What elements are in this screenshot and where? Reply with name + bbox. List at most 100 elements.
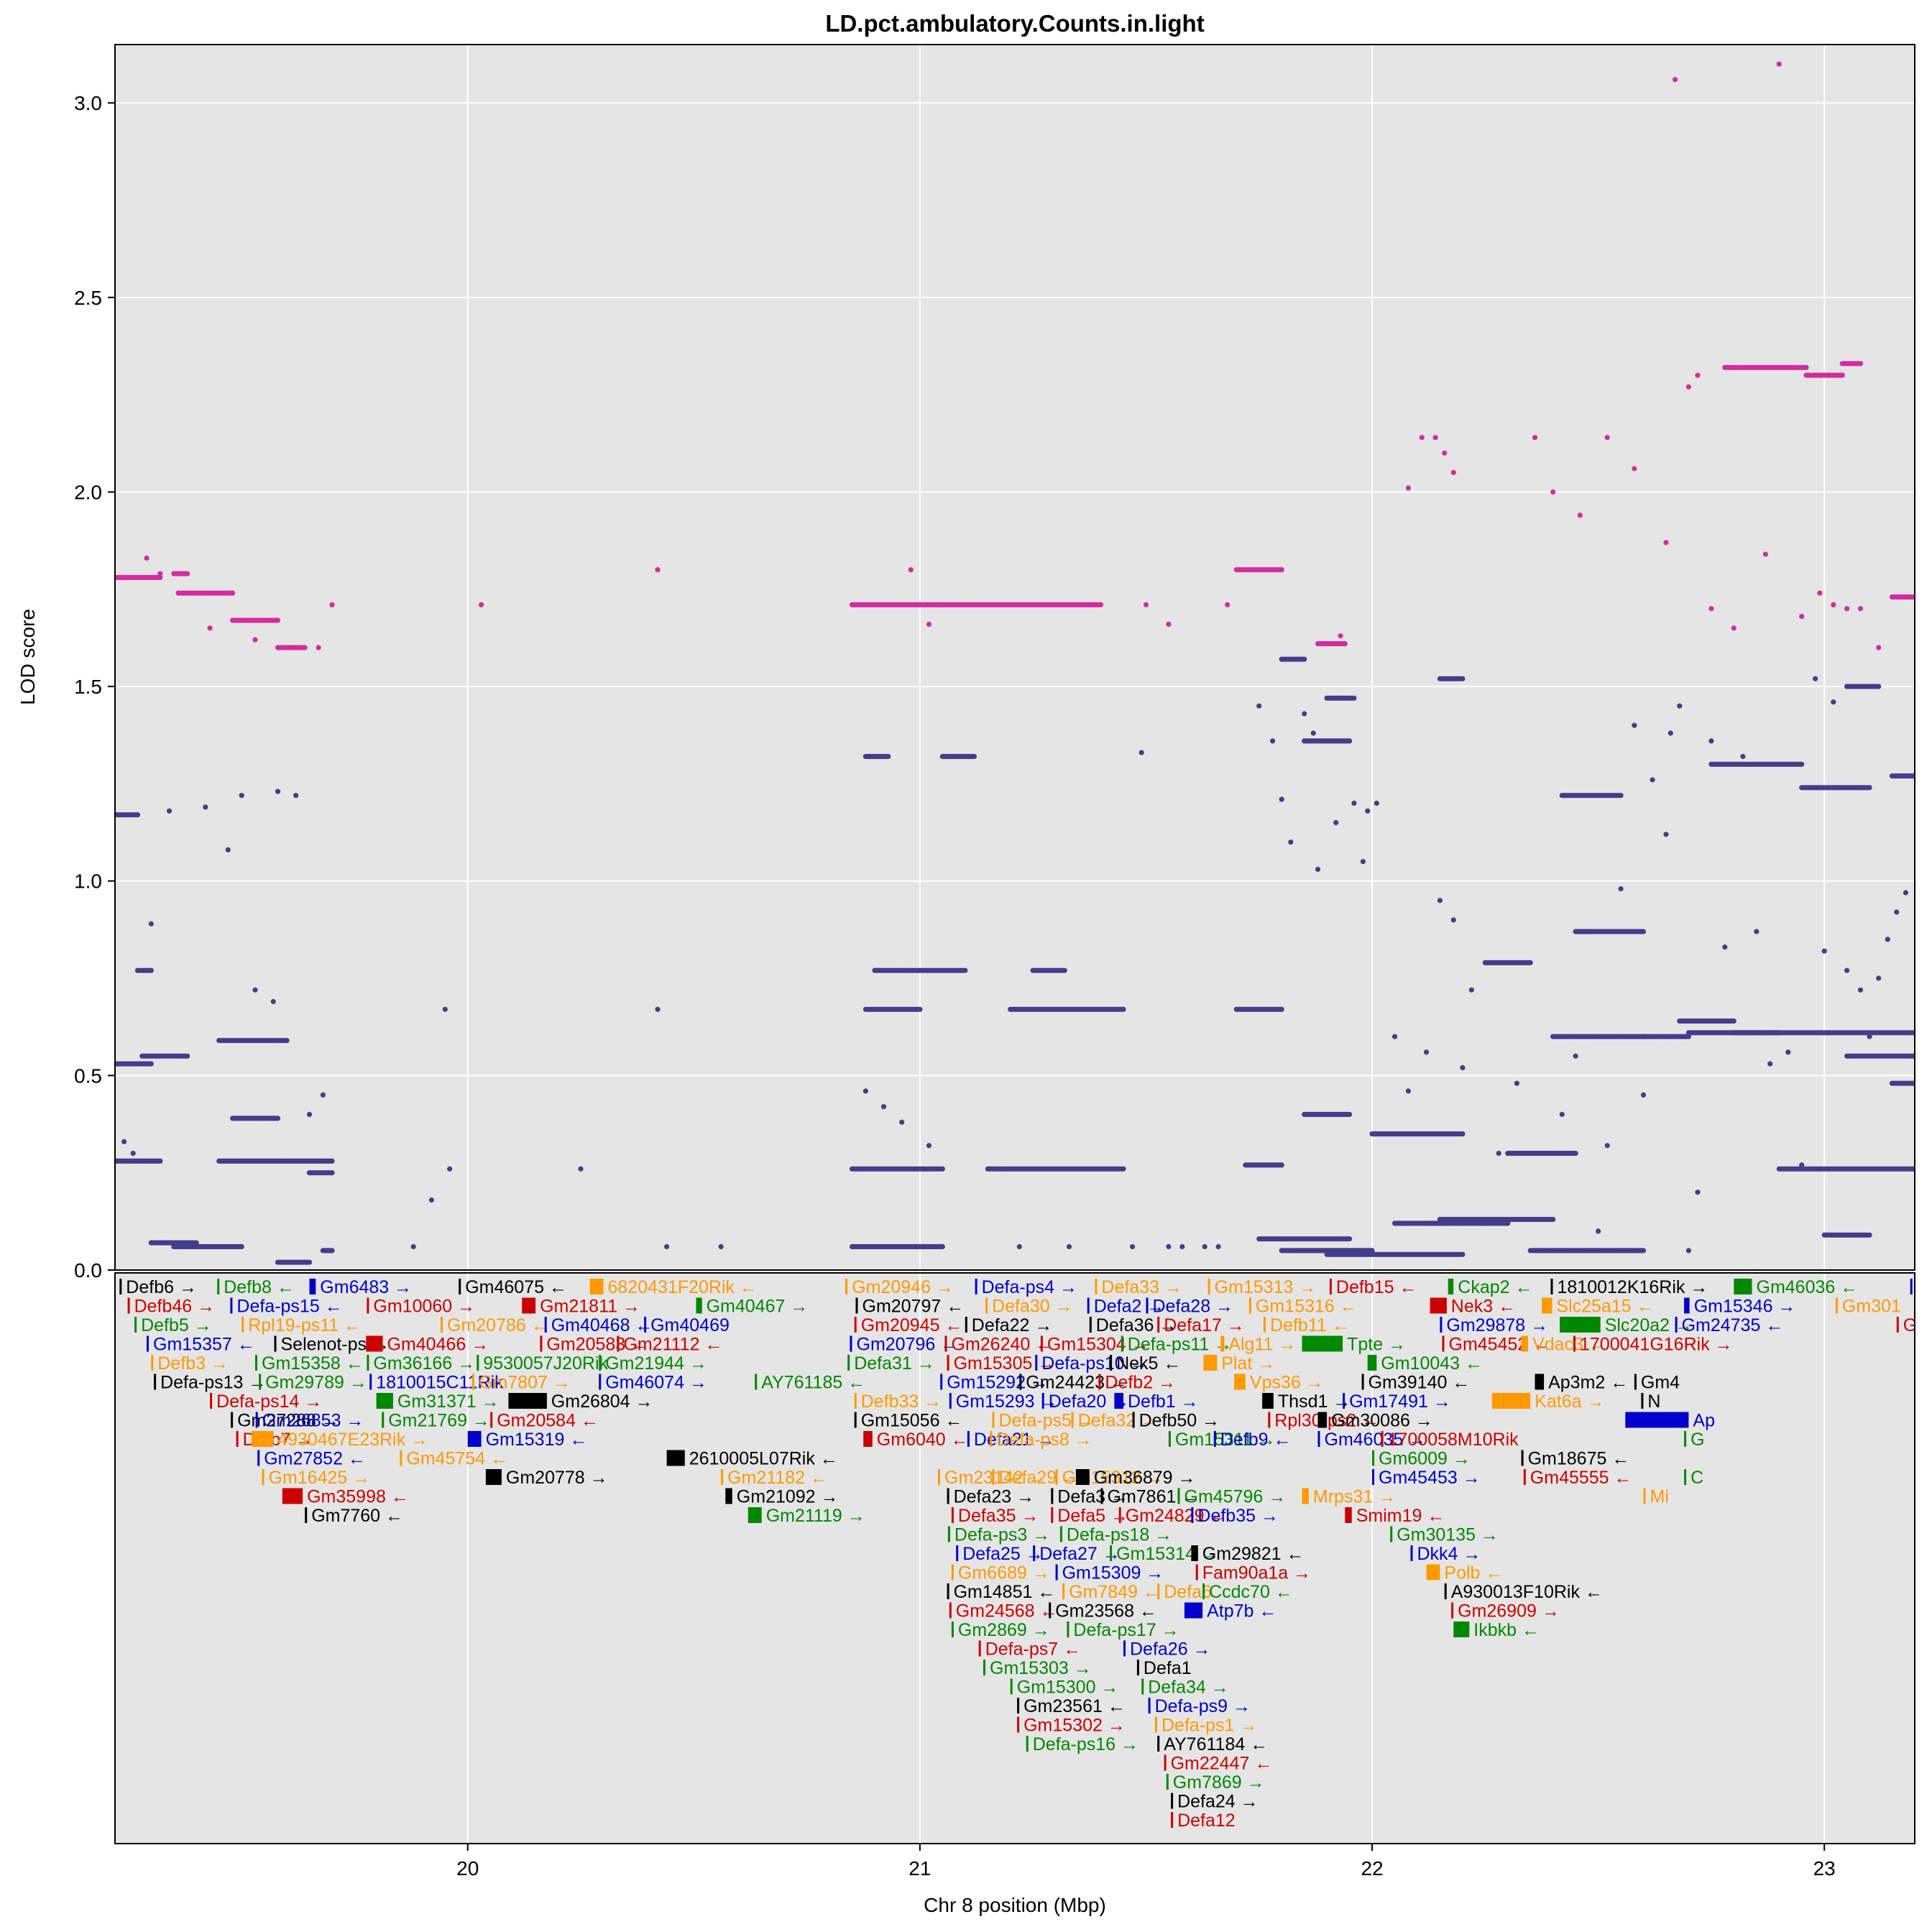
snp-point	[306, 1111, 313, 1118]
snp-point	[1668, 730, 1673, 736]
gene-body	[854, 1317, 857, 1333]
snp-point	[939, 1243, 945, 1250]
gene-label: C	[1690, 1468, 1703, 1488]
gene-label: Defa-ps1 →	[1162, 1716, 1257, 1736]
gene-label: Slc20a2 →	[1605, 1315, 1693, 1335]
gene-body	[1444, 1583, 1447, 1599]
gene-body	[951, 1507, 954, 1523]
snp-point	[225, 847, 231, 852]
gene-body	[119, 1279, 122, 1294]
gene-body	[1675, 1317, 1678, 1333]
snp-point	[1066, 1243, 1072, 1250]
gene-body	[696, 1297, 702, 1314]
snp-point	[329, 1158, 335, 1164]
snp-point	[1799, 1162, 1805, 1168]
gene-label: Mi	[1917, 1277, 1932, 1297]
snp-point	[1762, 551, 1768, 557]
gene-label: Plat →	[1221, 1353, 1275, 1374]
gene-body	[951, 1622, 954, 1637]
gene-label: Gm20778 →	[506, 1468, 608, 1488]
gene-body	[154, 1374, 157, 1390]
gene-label: Defb46 →	[134, 1297, 216, 1317]
gene-label: Gm40467 →	[707, 1297, 809, 1317]
snp-point	[1708, 738, 1714, 744]
snp-point	[293, 645, 299, 650]
gene-label: Defb3 →	[157, 1353, 229, 1374]
gene-body	[252, 1431, 274, 1447]
y-tick-label: 1.5	[74, 676, 102, 698]
snp-point	[1685, 1248, 1691, 1254]
snp-point	[1423, 1049, 1430, 1055]
gene-body	[1302, 1488, 1309, 1504]
gene-label: Gm26240 ←	[952, 1335, 1054, 1355]
gene-body	[1168, 1431, 1171, 1447]
gene-body	[1453, 1622, 1470, 1637]
gene-label: Gm23142 ←	[944, 1468, 1046, 1488]
gene-label: Defa24 →	[1177, 1792, 1259, 1812]
snp-point	[1708, 606, 1714, 612]
gene-label: Defa-ps9 →	[1155, 1696, 1251, 1716]
snp-point	[1405, 1088, 1411, 1094]
gene-body	[210, 1393, 213, 1409]
gene-body	[1089, 1317, 1092, 1333]
gene-body	[845, 1279, 848, 1294]
gene-body	[1087, 1297, 1090, 1314]
snp-point	[1876, 684, 1882, 689]
gene-body	[544, 1317, 547, 1333]
gene-label: Defa12	[1177, 1811, 1236, 1831]
gene-label: Gm23568 ←	[1055, 1601, 1157, 1622]
gene-body	[1910, 1279, 1913, 1294]
gene-label: Dkk4 →	[1417, 1544, 1481, 1564]
gene-label: Defb35 →	[1197, 1506, 1279, 1526]
gene-body	[1542, 1297, 1552, 1314]
gene-body	[1118, 1507, 1121, 1523]
gene-label: Defa1	[1144, 1658, 1192, 1678]
gene-label: Gm6483 →	[320, 1277, 412, 1297]
gene-body	[1017, 1698, 1020, 1714]
x-axis-label: Chr 8 position (Mbp)	[924, 1894, 1106, 1916]
gene-body	[992, 1469, 995, 1485]
gene-body	[1560, 1317, 1601, 1333]
gene-label: Defa23 →	[954, 1487, 1035, 1507]
snp-point	[166, 808, 172, 814]
snp-point	[121, 1138, 127, 1144]
gene-body	[1268, 1412, 1271, 1428]
snp-point	[329, 1248, 335, 1254]
gene-body	[257, 1450, 260, 1466]
gene-label: Gm39140 ←	[1368, 1373, 1471, 1393]
gene-body	[367, 1297, 369, 1314]
gene-label: Defb5 →	[141, 1315, 212, 1335]
gene-body	[1019, 1374, 1022, 1390]
snp-point	[1885, 937, 1890, 942]
gene-label: Defa-ps11 →	[1128, 1335, 1232, 1355]
gene-body	[459, 1279, 461, 1294]
gene-body	[1390, 1526, 1393, 1542]
x-tick-label: 22	[1361, 1857, 1383, 1880]
gene-body	[855, 1297, 858, 1314]
gene-body	[1329, 1279, 1332, 1294]
snp-point	[1310, 730, 1316, 736]
gene-body	[1157, 1317, 1160, 1333]
snp-point	[275, 617, 281, 623]
snp-point	[239, 793, 244, 799]
snp-point	[1347, 738, 1353, 744]
snp-point	[1351, 800, 1357, 806]
gene-body	[975, 1279, 978, 1294]
snp-point	[1844, 606, 1850, 612]
gene-body	[1067, 1622, 1070, 1637]
gene-body	[231, 1412, 234, 1428]
snp-point	[157, 1158, 163, 1164]
snp-point	[1442, 450, 1448, 456]
gene-body	[854, 1393, 857, 1409]
snp-point	[1460, 1064, 1466, 1071]
snp-point	[917, 1006, 923, 1012]
snp-point	[1302, 711, 1307, 717]
snp-point	[252, 637, 258, 643]
gene-label: Gm21944 →	[605, 1353, 707, 1374]
gene-label: Gm45555 ←	[1530, 1468, 1632, 1488]
snp-point	[148, 1061, 154, 1067]
snp-point	[252, 987, 258, 993]
snp-point	[1844, 967, 1850, 973]
snp-point	[1817, 590, 1823, 596]
